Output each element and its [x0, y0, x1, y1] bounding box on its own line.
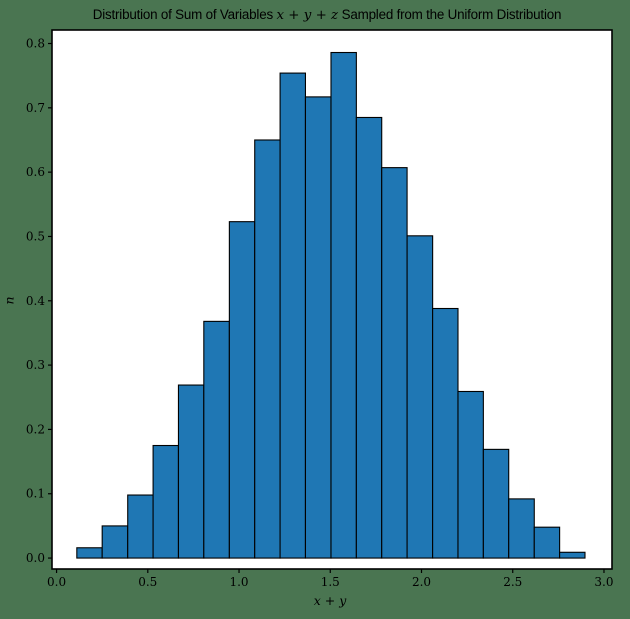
histogram-bar	[381, 167, 408, 559]
histogram-bar	[533, 526, 561, 559]
chart-title-suffix: Sampled from the Uniform Distribution	[338, 7, 562, 22]
histogram-bar	[559, 551, 586, 559]
y-tick-label: 0.0	[26, 551, 45, 565]
histogram-bar	[330, 51, 357, 559]
histogram-bar	[152, 444, 179, 559]
histogram-bar	[432, 307, 459, 559]
chart-title-math: x + y + z	[276, 8, 339, 23]
y-tick-label: 0.8	[26, 37, 45, 51]
histogram-bar	[76, 547, 103, 559]
x-axis-label: x + y	[313, 593, 347, 608]
histogram-bar	[457, 390, 484, 559]
y-tick-label: 0.2	[26, 422, 45, 436]
x-tick-label: 3.0	[594, 575, 613, 589]
histogram-bar	[228, 221, 256, 559]
x-tick-label: 0.5	[138, 575, 157, 589]
histogram-bar	[482, 448, 510, 559]
histogram-bar	[101, 525, 129, 559]
chart-title-prefix: Distribution of Sum of Variables	[92, 7, 277, 22]
histogram-bar	[406, 235, 434, 559]
histogram-bar	[508, 498, 535, 559]
x-tick-label: 0.0	[47, 575, 66, 589]
x-tick-label: 2.5	[503, 575, 522, 589]
x-tick-label: 1.0	[229, 575, 248, 589]
axes-frame	[51, 29, 613, 570]
histogram-bar	[203, 320, 230, 559]
y-tick-label: 0.6	[26, 165, 45, 179]
y-tick-label: 0.1	[26, 487, 45, 501]
histogram-bar	[355, 116, 383, 559]
chart-title: Distribution of Sum of Variables x + y +…	[0, 7, 630, 23]
y-tick-label: 0.7	[26, 101, 45, 115]
y-tick-label: 0.4	[26, 294, 45, 308]
histogram-bar	[127, 494, 154, 559]
x-tick-label: 1.5	[321, 575, 340, 589]
y-tick-label: 0.3	[26, 358, 45, 372]
histogram-bar	[279, 72, 306, 559]
histogram-bar	[254, 139, 281, 559]
histogram-bar	[177, 384, 205, 559]
y-tick-label: 0.5	[26, 229, 45, 243]
x-tick-label: 2.0	[412, 575, 431, 589]
histogram-bar	[304, 96, 332, 559]
y-axis-label: n	[1, 296, 17, 305]
